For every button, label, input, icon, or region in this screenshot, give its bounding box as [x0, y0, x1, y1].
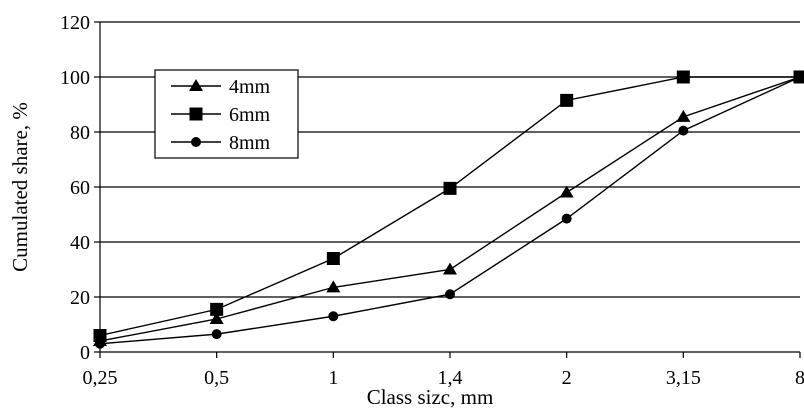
- legend-marker-8mm: [191, 137, 201, 147]
- data-point-8mm-2: [328, 311, 338, 321]
- legend-label-6mm: 6mm: [229, 104, 271, 126]
- y-tick-label: 100: [60, 67, 90, 89]
- data-point-8mm-0: [95, 339, 105, 349]
- x-tick-label: 3,15: [666, 367, 701, 389]
- data-point-8mm-3: [445, 289, 455, 299]
- y-tick-label: 60: [70, 177, 90, 199]
- data-point-6mm-5: [677, 71, 690, 84]
- data-point-8mm-1: [212, 329, 222, 339]
- y-tick-label: 0: [80, 342, 90, 364]
- data-point-8mm-4: [562, 214, 572, 224]
- data-point-8mm-5: [678, 126, 688, 136]
- legend-label-4mm: 4mm: [229, 76, 271, 98]
- x-tick-label: 1: [328, 367, 338, 389]
- y-tick-label: 40: [70, 232, 90, 254]
- x-tick-label: 0,25: [83, 367, 118, 389]
- data-point-6mm-3: [444, 182, 457, 195]
- legend-label-8mm: 8mm: [229, 132, 271, 154]
- data-point-6mm-1: [210, 303, 223, 316]
- y-tick-label: 20: [70, 287, 90, 309]
- x-tick-label: 2: [562, 367, 572, 389]
- data-point-6mm-2: [327, 252, 340, 265]
- y-tick-label: 80: [70, 122, 90, 144]
- x-tick-label: 0,5: [204, 367, 229, 389]
- y-tick-label: 120: [60, 12, 90, 34]
- data-point-4mm-3: [443, 263, 457, 275]
- y-axis-title: Cumulated share, %: [8, 102, 32, 272]
- x-tick-label: 8: [795, 367, 804, 389]
- x-tick-label: 1,4: [438, 367, 463, 389]
- x-axis-title: Class sizc, mm: [367, 385, 494, 409]
- legend-marker-6mm: [190, 108, 203, 121]
- data-point-6mm-4: [560, 94, 573, 107]
